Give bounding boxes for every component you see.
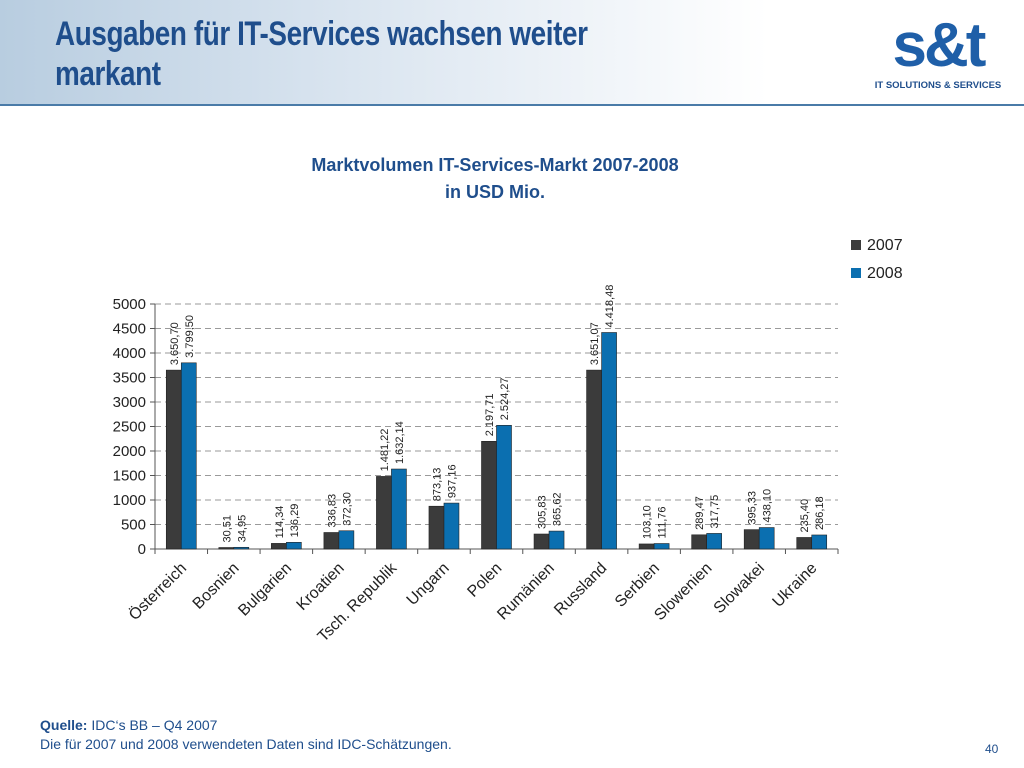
axes: 0 500 1000 1500 2000 2500 3000 3500 4000 4500 5000… [113, 296, 839, 645]
y-tick-label: 1500 [113, 468, 146, 485]
x-tick-label: Österreich [125, 559, 190, 624]
bar-2008 [233, 546, 250, 550]
logo-wordmark: s&t [893, 11, 986, 80]
y-tick-label: 2500 [113, 419, 146, 436]
bar-2008 [706, 533, 722, 550]
bar-2008 [496, 425, 512, 550]
y-tick-label: 2000 [113, 443, 146, 460]
bars [165, 332, 828, 550]
bar-chart: Marktvolumen IT-Services-Markt 2007-2008… [113, 155, 903, 645]
data-label: 136,29 [289, 504, 301, 538]
bar-2007 [165, 369, 182, 550]
estimate-note: Die für 2007 und 2008 verwendeten Daten … [40, 736, 452, 752]
legend-swatch-2007 [851, 240, 861, 250]
bar-2007 [533, 533, 550, 550]
bar-2007 [481, 441, 497, 550]
source-label: Quelle: [40, 717, 88, 733]
data-label: 286,18 [814, 496, 826, 530]
legend-label: 2008 [867, 265, 903, 282]
bar-2008 [443, 502, 460, 550]
data-label: 2.524,27 [499, 377, 511, 420]
bar-2007 [218, 547, 235, 550]
data-label: 1.632,14 [394, 421, 406, 464]
source-note: Quelle: IDC‘s BB – Q4 2007 Die für 2007 … [40, 716, 740, 754]
data-label: 34,95 [236, 515, 248, 543]
legend-swatch-2008 [851, 268, 861, 278]
x-tick-label: Slowakei [711, 560, 768, 617]
data-label: 111,76 [657, 507, 669, 539]
bar-2007 [428, 505, 445, 550]
y-tick-label: 1000 [113, 492, 146, 509]
data-labels: 3.650,70 30,51 114,34 336,83 1.481,22 873,13 2… [169, 285, 826, 543]
data-label: 937,16 [446, 464, 458, 498]
bar-2008 [548, 530, 565, 550]
x-tick-label: Ukraine [770, 560, 821, 611]
bar-2007 [638, 543, 655, 550]
x-tick-label: Slowenien [651, 560, 715, 624]
bar-2008 [653, 543, 670, 550]
data-label: 103,10 [642, 505, 654, 539]
company-logo: s&t IT SOLUTIONS & SERVICES [858, 10, 1018, 94]
data-label: 873,13 [431, 468, 443, 502]
page-title: Ausgaben für IT-Services wachsen weiter … [55, 15, 588, 93]
header-band [0, 0, 1024, 104]
y-tick-label: 4500 [113, 321, 146, 338]
data-label: 317,75 [709, 495, 721, 529]
bar-2007 [796, 537, 813, 550]
data-label: 372,30 [341, 492, 353, 526]
bar-2008 [286, 542, 302, 550]
data-label: 305,83 [537, 495, 549, 529]
x-tick-label: Bosnien [190, 560, 243, 613]
bar-2008 [180, 362, 197, 550]
data-label: 4.418,48 [604, 285, 616, 328]
y-tick-label: 3500 [113, 370, 146, 387]
bar-2008 [811, 534, 828, 550]
logo-graphic: s&t IT SOLUTIONS & SERVICES [866, 11, 1010, 91]
bar-2007 [586, 369, 602, 550]
x-tick-label: Polen [464, 560, 505, 601]
bar-2008 [338, 530, 355, 550]
data-label: 235,40 [799, 499, 811, 533]
x-tick-label: Kroatien [294, 560, 348, 614]
data-label: 114,34 [274, 506, 286, 539]
x-tick-label: Serbien [612, 560, 663, 611]
page-number: 40 [985, 742, 999, 756]
data-label: 438,10 [762, 489, 774, 523]
data-label: 365,62 [552, 492, 564, 526]
y-tick-label: 500 [121, 517, 146, 534]
x-tick-label: Rumänien [494, 560, 558, 624]
data-label: 2.197,71 [484, 393, 496, 436]
data-label: 30,51 [221, 515, 233, 543]
bar-2007 [323, 532, 340, 550]
bar-2008 [758, 527, 775, 550]
bar-2008 [601, 332, 617, 550]
data-label: 3.650,70 [169, 322, 181, 365]
data-label: 3.651,07 [589, 322, 601, 365]
bar-2007 [691, 534, 707, 550]
x-tick-label: Russland [551, 560, 610, 619]
data-label: 3.799,50 [184, 315, 196, 358]
y-tick-label: 4000 [113, 345, 146, 362]
bar-2007 [743, 529, 760, 550]
x-tick-label: Bulgarien [235, 560, 295, 620]
x-tick-label: Ungarn [404, 560, 453, 609]
y-tick-label: 5000 [113, 296, 146, 313]
data-label: 336,83 [326, 494, 338, 528]
source-text: IDC‘s BB – Q4 2007 [91, 717, 218, 733]
legend: 2007 2008 [851, 237, 903, 282]
bar-2007 [376, 476, 392, 550]
data-label: 289,47 [694, 496, 706, 530]
legend-label: 2007 [867, 237, 903, 254]
logo-tagline: IT SOLUTIONS & SERVICES [875, 80, 1002, 91]
chart-subtitle: in USD Mio. [445, 182, 545, 202]
bar-2008 [391, 468, 407, 550]
header-divider [0, 104, 1024, 106]
y-tick-label: 3000 [113, 394, 146, 411]
bar-2007 [271, 543, 287, 550]
chart-title: Marktvolumen IT-Services-Markt 2007-2008 [311, 155, 678, 175]
data-label: 1.481,22 [379, 429, 391, 472]
data-label: 395,33 [747, 491, 759, 525]
y-tick-label: 0 [138, 541, 146, 558]
